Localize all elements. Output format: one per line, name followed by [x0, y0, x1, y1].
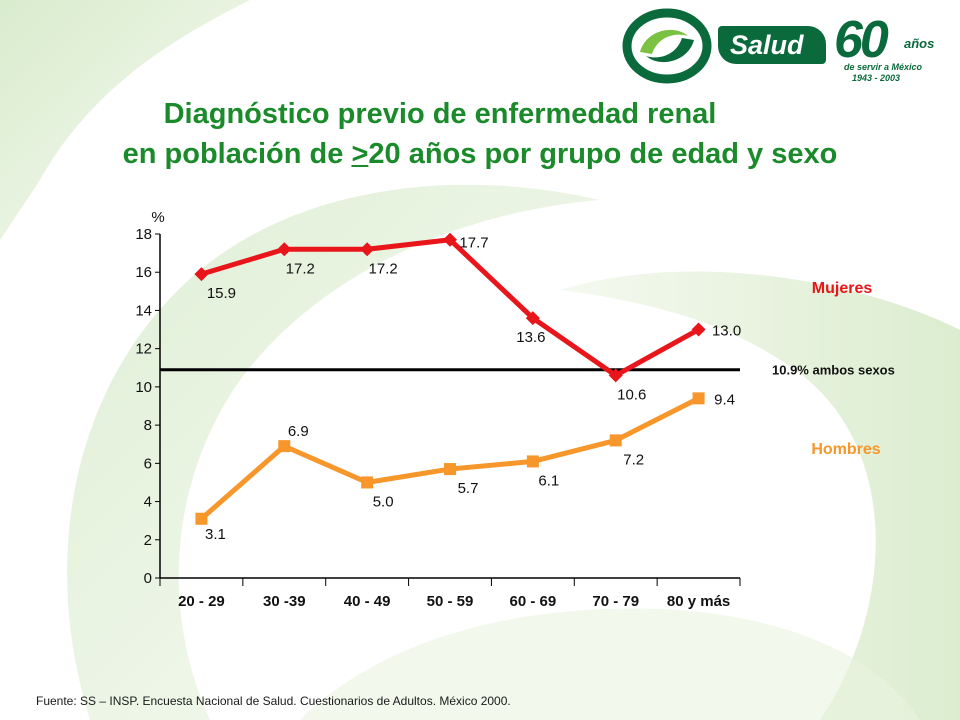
data-label-hombres: 6.9 [288, 423, 309, 440]
salud-logo: Salud 60 años de servir a México 1943 - … [622, 6, 956, 86]
y-tick-label: 0 [144, 570, 152, 587]
sixty-years-mark: 60 [834, 11, 889, 69]
data-label-hombres: 7.2 [623, 451, 644, 468]
y-axis-label: % [151, 209, 164, 226]
data-point-hombres [195, 512, 208, 525]
chart-title-line2: en población de >20 años por grupo de ed… [0, 136, 960, 172]
data-point-hombres [361, 476, 374, 489]
data-point-mujeres [443, 232, 457, 247]
y-tick-label: 12 [135, 341, 152, 358]
data-label-mujeres: 17.7 [459, 235, 488, 252]
y-tick-label: 6 [144, 455, 152, 472]
logo-years: 1943 - 2003 [852, 73, 901, 83]
y-tick-label: 16 [135, 264, 152, 281]
y-tick-label: 10 [135, 379, 152, 396]
legend-mujeres: Mujeres [812, 280, 873, 297]
salud-wordmark: Salud [718, 26, 826, 64]
y-tick-label: 14 [135, 302, 152, 319]
x-tick-label: 80 y más [667, 593, 730, 610]
x-tick-label: 30 -39 [263, 593, 306, 610]
data-point-hombres [444, 463, 456, 476]
data-label-mujeres: 13.0 [712, 323, 741, 340]
x-tick-label: 50 - 59 [427, 593, 474, 610]
legend-hombres: Hombres [811, 441, 880, 458]
data-point-hombres [609, 434, 622, 447]
data-point-hombres [278, 440, 291, 453]
y-tick-label: 18 [135, 226, 152, 243]
data-point-mujeres [277, 242, 292, 257]
title-line2-post: 20 años por grupo de edad y sexo [368, 138, 838, 170]
data-label-hombres: 9.4 [714, 391, 735, 408]
x-tick-label: 70 - 79 [592, 593, 639, 610]
y-tick-label: 8 [144, 417, 152, 434]
reference-label: 10.9% ambos sexos [772, 363, 895, 378]
data-label-hombres: 5.0 [373, 493, 394, 510]
x-tick-label: 40 - 49 [344, 593, 391, 610]
source-note: Fuente: SS – INSP. Encuesta Nacional de … [36, 694, 511, 708]
title-line2-pre: en población de [122, 138, 352, 170]
data-label-mujeres: 15.9 [207, 285, 236, 302]
anos-label: años [904, 36, 935, 51]
data-point-hombres [526, 455, 539, 468]
data-label-mujeres: 17.2 [369, 260, 398, 277]
data-label-mujeres: 17.2 [286, 260, 315, 277]
series-line-mujeres [200, 237, 700, 378]
chart-title-line1: Diagnóstico previo de enfermedad renal [163, 98, 717, 130]
data-point-mujeres [608, 368, 623, 383]
data-point-mujeres [194, 267, 209, 282]
data-label-hombres: 6.1 [538, 472, 559, 489]
y-tick-label: 4 [144, 494, 152, 511]
data-point-hombres [692, 392, 705, 405]
data-point-mujeres [525, 311, 540, 326]
logo-tagline: de servir a México [844, 62, 923, 72]
x-tick-label: 60 - 69 [510, 593, 557, 610]
data-label-mujeres: 10.6 [617, 386, 646, 403]
data-label-hombres: 3.1 [205, 526, 226, 543]
data-point-mujeres [360, 242, 375, 257]
y-tick-label: 2 [144, 532, 152, 549]
data-label-mujeres: 13.6 [516, 329, 545, 346]
title-gte-sign: > [351, 138, 369, 170]
x-tick-label: 20 - 29 [178, 593, 225, 610]
data-point-mujeres [691, 322, 706, 337]
data-label-hombres: 5.7 [458, 480, 479, 497]
salud-swirl-icon [622, 8, 712, 84]
